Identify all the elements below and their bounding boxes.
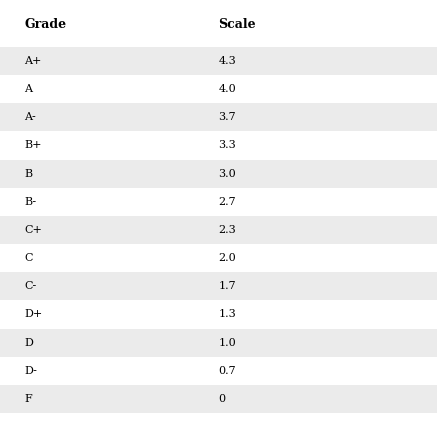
Text: D-: D- [24,366,37,376]
Bar [0,75,437,103]
Text: 2.3: 2.3 [218,225,236,235]
Bar [0,244,437,272]
Text: 1.3: 1.3 [218,309,236,320]
Bar [0,216,437,244]
Text: 3.7: 3.7 [218,112,236,122]
Bar [0,188,437,216]
Text: 4.3: 4.3 [218,56,236,66]
Text: Scale: Scale [218,18,256,31]
Text: A: A [24,84,32,94]
Bar [0,300,437,329]
Text: 3.3: 3.3 [218,140,236,151]
Text: A-: A- [24,112,36,122]
Text: 2.0: 2.0 [218,253,236,263]
Text: C-: C- [24,281,36,291]
Text: Grade: Grade [24,18,66,31]
Bar [0,131,437,160]
Text: 4.0: 4.0 [218,84,236,94]
Bar [0,160,437,188]
Text: 1.7: 1.7 [218,281,236,291]
Text: 0.7: 0.7 [218,366,236,376]
Text: D: D [24,337,33,348]
Bar [0,103,437,131]
Bar [0,272,437,300]
Text: C+: C+ [24,225,42,235]
Bar [0,357,437,385]
Text: B+: B+ [24,140,42,151]
Bar [0,329,437,357]
Text: 0: 0 [218,394,225,404]
Text: A+: A+ [24,56,42,66]
Bar [0,385,437,413]
Text: 1.0: 1.0 [218,337,236,348]
Text: B: B [24,169,32,179]
Bar [0,47,437,75]
Text: 2.7: 2.7 [218,197,236,207]
Text: C: C [24,253,32,263]
Text: B-: B- [24,197,36,207]
Text: D+: D+ [24,309,42,320]
Text: F: F [24,394,32,404]
Text: 3.0: 3.0 [218,169,236,179]
